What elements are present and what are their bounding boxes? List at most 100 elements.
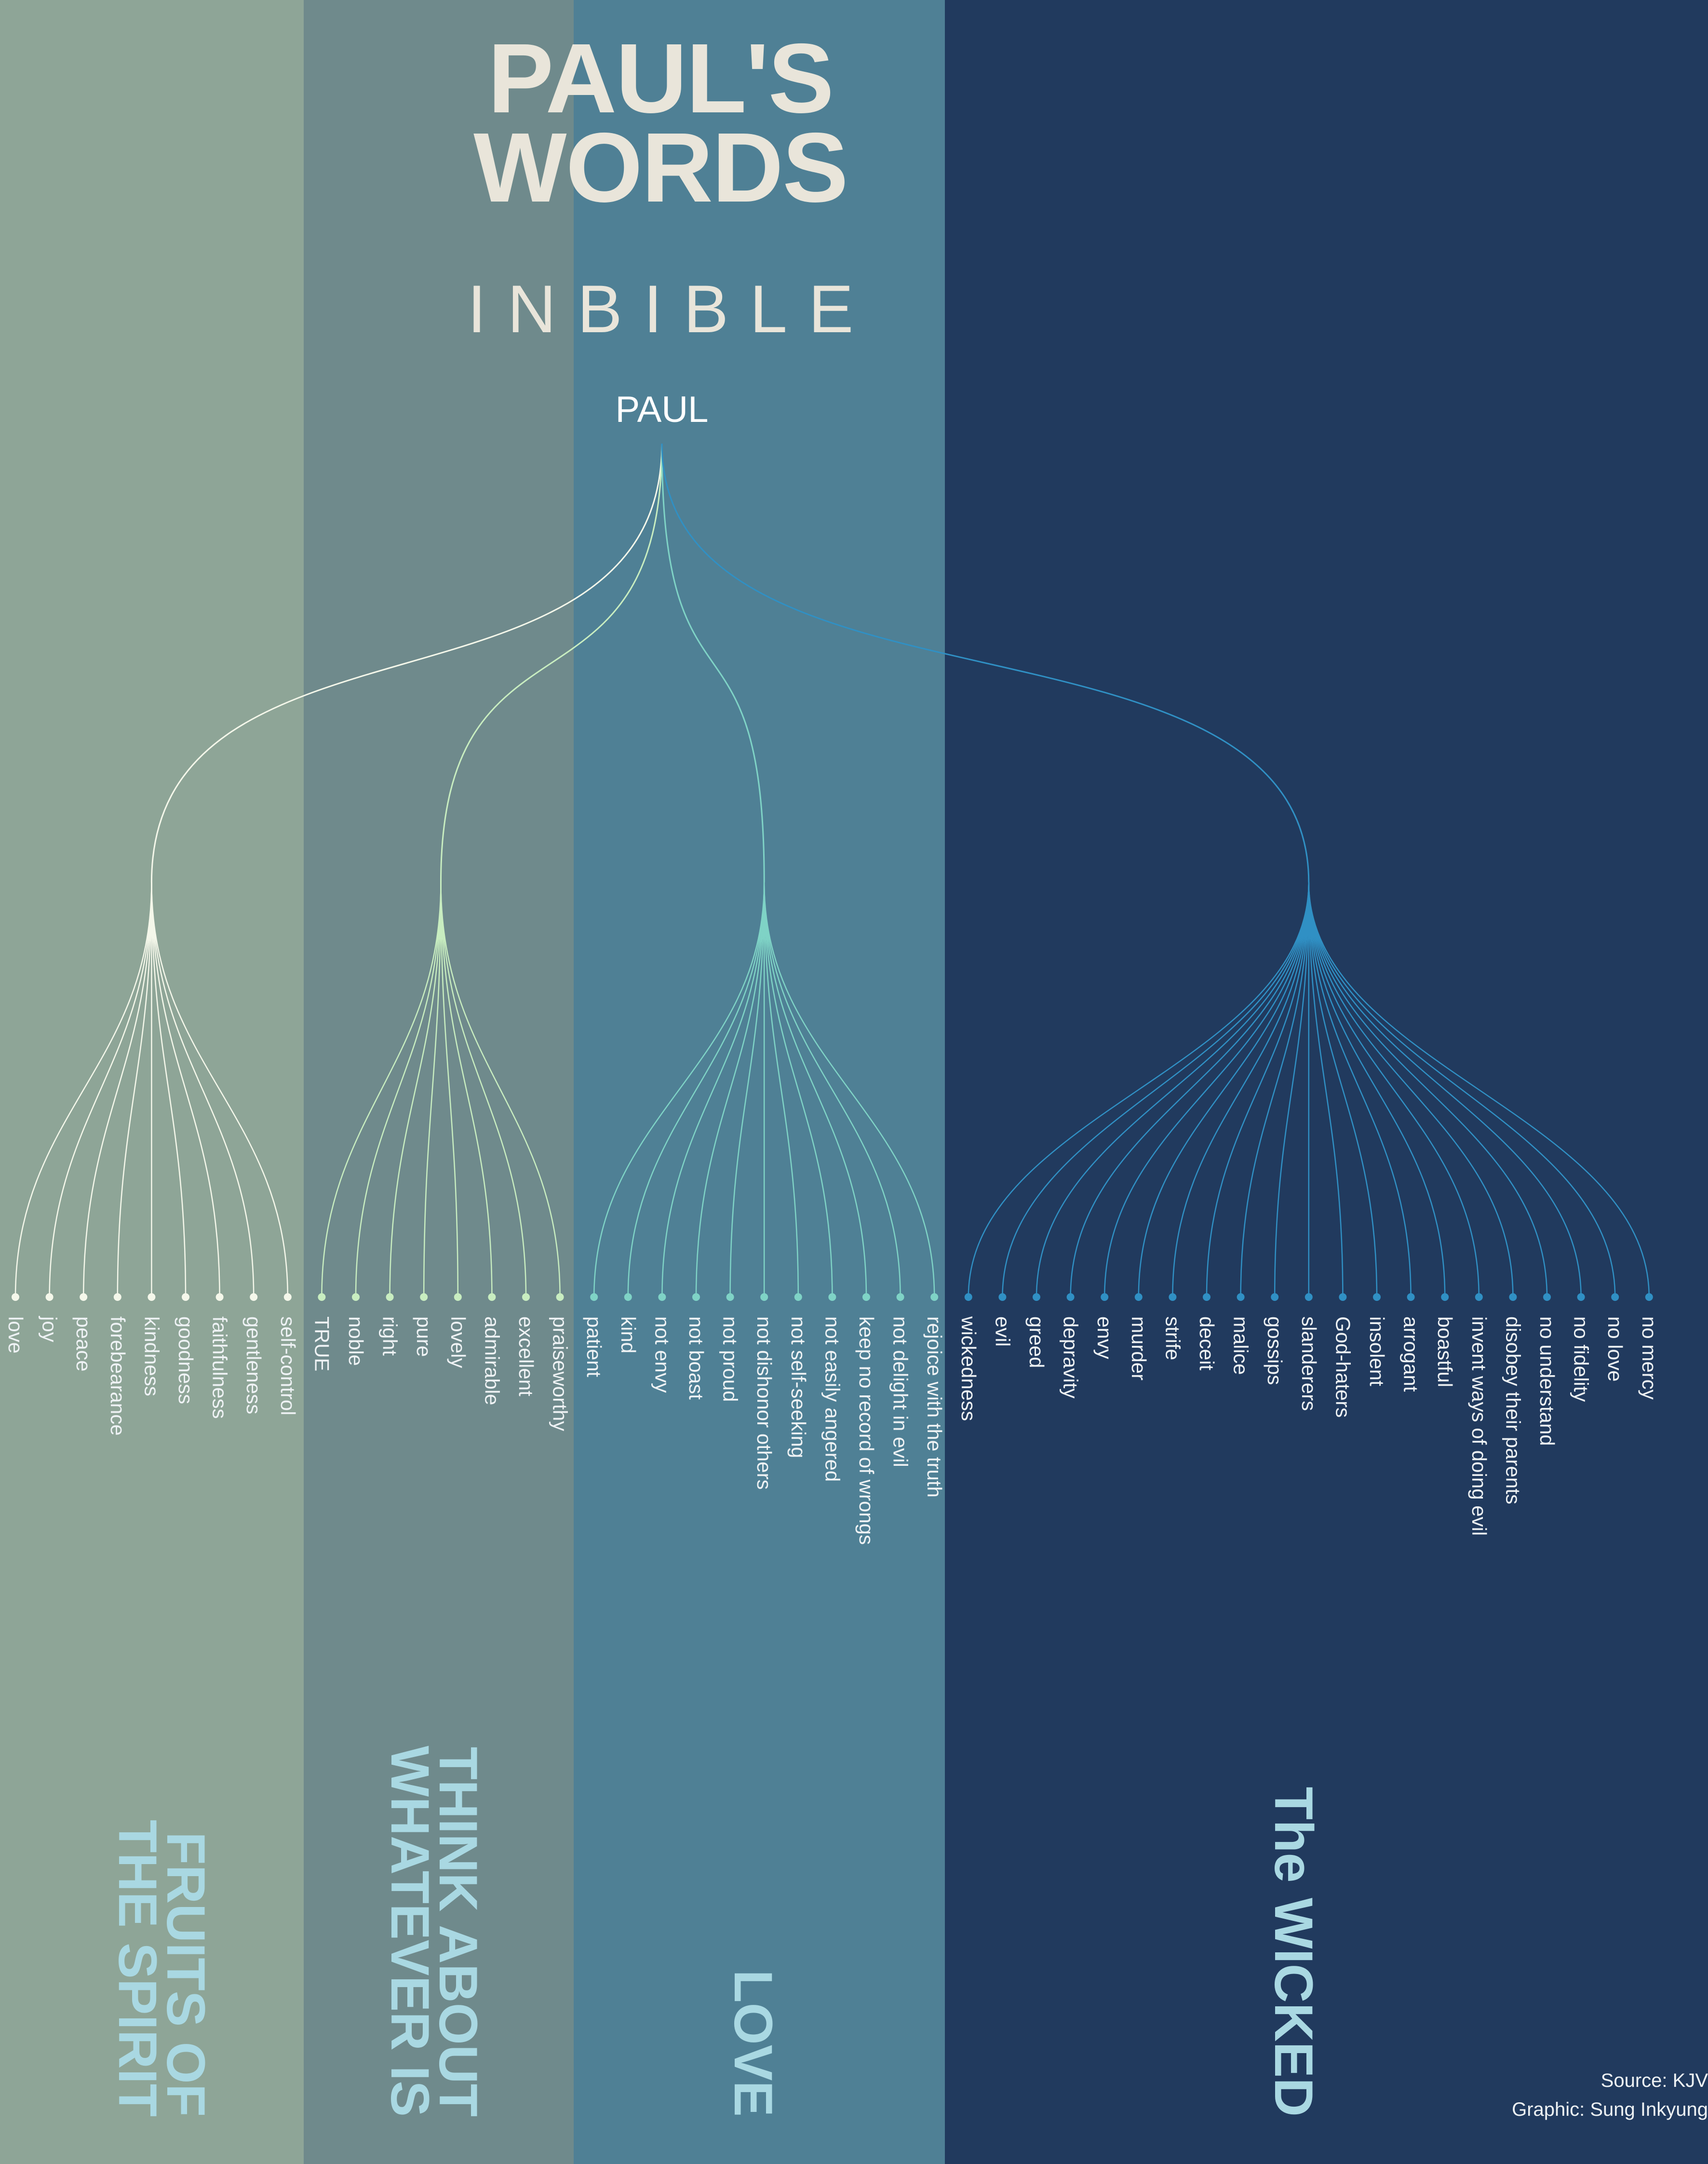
leaf-label: wickedness: [957, 1316, 980, 1421]
leaf-node-dot: [896, 1293, 904, 1301]
leaf-link: [1308, 882, 1378, 1298]
leaf-link: [593, 882, 765, 1298]
leaf-label: noble: [345, 1316, 367, 1366]
band-the-wicked: [945, 0, 1708, 2164]
leaf-node-dot: [556, 1293, 564, 1301]
leaf-label: invent ways of doing evil: [1468, 1316, 1491, 1536]
leaf-link: [763, 882, 901, 1298]
leaf-label: faithfulness: [209, 1316, 231, 1419]
leaf-node-dot: [454, 1293, 462, 1301]
leaf-link: [1172, 882, 1310, 1298]
leaf-label: rejoice with the truth: [923, 1316, 946, 1498]
leaf-node-dot: [590, 1293, 598, 1301]
leaf-label: deceit: [1196, 1316, 1218, 1370]
leaf-link: [82, 882, 152, 1298]
leaf-link: [117, 882, 152, 1298]
leaf-label: pure: [413, 1316, 435, 1357]
leaf-node-dot: [250, 1293, 258, 1301]
leaf-label: goodness: [175, 1316, 197, 1404]
leaf-link: [763, 882, 833, 1298]
leaf-node-dot: [1509, 1293, 1517, 1301]
leaf-link: [1308, 882, 1616, 1298]
leaf-link: [1274, 882, 1310, 1298]
leaf-label: murder: [1128, 1316, 1150, 1380]
leaf-link: [151, 882, 289, 1298]
leaf-link: [1138, 882, 1310, 1298]
leaf-label: lovely: [447, 1316, 470, 1368]
leaf-label: insolent: [1366, 1316, 1388, 1386]
leaf-link: [151, 882, 255, 1298]
leaf-link: [1036, 882, 1310, 1298]
leaf-node-dot: [182, 1293, 189, 1301]
leaf-label: self-control: [277, 1316, 299, 1415]
leaf-node-dot: [1373, 1293, 1381, 1301]
leaf-link: [440, 882, 493, 1298]
leaf-link: [763, 882, 799, 1298]
leaf-label: patient: [583, 1316, 605, 1377]
group-label-fruits-of-the-spirit: FRUITS OFTHE SPIRIT: [108, 1820, 216, 2117]
leaf-label: depravity: [1060, 1316, 1082, 1398]
leaf-label: joy: [39, 1315, 61, 1342]
leaf-link: [49, 882, 152, 1298]
leaf-label: no fidelity: [1570, 1316, 1593, 1402]
leaf-node-dot: [930, 1293, 939, 1301]
leaf-label: not dishonor others: [753, 1316, 776, 1490]
leaf-label: no love: [1604, 1316, 1627, 1381]
leaf-link: [14, 882, 152, 1298]
leaf-label: gentleness: [242, 1316, 265, 1414]
root-node-label: PAUL: [616, 389, 709, 430]
leaf-node-dot: [80, 1293, 88, 1301]
group-label-think-about-whatever-is: THINK ABOUTWHATEVER IS: [380, 1745, 488, 2117]
leaf-link: [1308, 882, 1344, 1298]
leaf-link: [1308, 882, 1412, 1298]
leaf-node-dot: [1134, 1293, 1143, 1301]
leaf-node-dot: [488, 1293, 496, 1301]
leaf-node-dot: [1611, 1293, 1619, 1301]
leaf-node-dot: [624, 1293, 632, 1301]
leaf-node-dot: [352, 1293, 360, 1301]
leaf-node-dot: [1066, 1293, 1075, 1301]
leaf-link: [968, 882, 1310, 1298]
leaf-node-dot: [12, 1293, 19, 1301]
leaf-node-dot: [692, 1293, 700, 1301]
leaf-label: not delight in evil: [889, 1316, 912, 1467]
trunk-link-the-wicked: [661, 443, 1310, 883]
leaf-label: boastful: [1434, 1316, 1456, 1387]
leaf-label: no understand: [1536, 1316, 1559, 1446]
leaf-label: admirable: [481, 1316, 503, 1405]
leaf-label: envy: [1093, 1316, 1116, 1359]
leaf-node-dot: [658, 1293, 666, 1301]
leaf-label: kind: [617, 1316, 640, 1353]
leaf-link: [1308, 882, 1480, 1298]
leaf-label: TRUE: [310, 1316, 333, 1371]
source-credit: Source: KJV: [1600, 2070, 1708, 2091]
leaf-link: [389, 882, 442, 1298]
leaf-label: evil: [991, 1316, 1014, 1347]
leaf-link: [355, 882, 442, 1298]
leaf-node-dot: [998, 1293, 1007, 1301]
leaf-node-dot: [318, 1293, 326, 1301]
leaf-label: no mercy: [1638, 1316, 1661, 1400]
leaf-label: gossips: [1264, 1316, 1286, 1385]
leaf-node-dot: [1271, 1293, 1279, 1301]
leaf-node-dot: [726, 1293, 734, 1301]
leaf-link: [151, 882, 187, 1298]
group-label-the-wicked: The WICKED: [1264, 1787, 1324, 2117]
leaf-node-dot: [1407, 1293, 1415, 1301]
leaf-link: [1308, 882, 1582, 1298]
leaf-link: [1308, 882, 1446, 1298]
page-title: PAUL'S WORDS: [473, 23, 848, 223]
leaf-link: [151, 882, 220, 1298]
leaf-label: right: [379, 1316, 402, 1356]
leaf-label: not proud: [719, 1316, 742, 1402]
leaf-node-dot: [522, 1293, 530, 1301]
leaf-label: slanderers: [1298, 1316, 1320, 1411]
leaf-label: not easily angered: [821, 1316, 844, 1482]
leaf-label: not boast: [685, 1316, 708, 1400]
leaf-link: [1002, 882, 1310, 1298]
leaf-link: [695, 882, 765, 1298]
leaf-link: [729, 882, 765, 1298]
leaf-label: forebearance: [107, 1316, 129, 1436]
group-label-love: LOVE: [723, 1970, 783, 2117]
leaf-node-dot: [1203, 1293, 1210, 1301]
